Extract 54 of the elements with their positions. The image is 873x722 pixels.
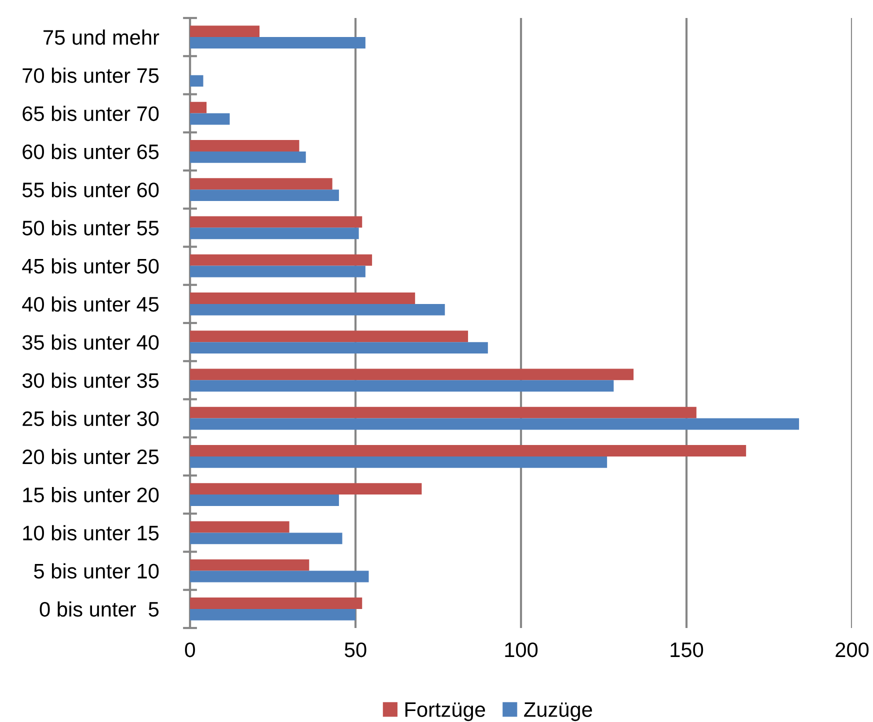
bar [190, 406, 696, 418]
bar [190, 598, 362, 609]
bar [190, 483, 422, 495]
x-tick-label: 150 [670, 642, 704, 658]
bar [190, 608, 356, 620]
y-tick-label: 35 bis unter 40 [22, 334, 159, 350]
y-tick-label: 10 bis unter 15 [23, 525, 159, 540]
y-tick-label: 75 und mehr [44, 30, 160, 45]
bar [190, 254, 372, 266]
bar [190, 445, 746, 456]
bar [190, 37, 366, 48]
bar [190, 532, 342, 544]
y-tick-label: 40 bis unter 45 [22, 296, 159, 312]
bar [190, 494, 339, 506]
bar [190, 178, 332, 190]
y-tick-label: 50 bis unter 55 [22, 220, 159, 236]
y-tick-label: 20 bis unter 25 [22, 448, 159, 464]
bar [190, 292, 416, 304]
bar [190, 151, 306, 163]
y-tick-label: 0 bis unter 5 [40, 601, 159, 617]
bar [190, 102, 207, 114]
y-tick-label: 45 bis unter 50 [22, 258, 159, 274]
x-tick-label: 0 [185, 642, 195, 658]
bar [190, 190, 339, 201]
x-tick-label: 200 [836, 642, 869, 658]
y-tick-label: 65 bis unter 70 [22, 106, 159, 122]
bar [190, 521, 290, 533]
bar [190, 342, 488, 354]
bar [190, 559, 310, 571]
bar [190, 368, 634, 380]
bar [190, 330, 468, 342]
bar [190, 570, 369, 582]
bar [190, 75, 204, 87]
bar [190, 140, 300, 152]
legend-label: Fortzüge [405, 702, 486, 722]
y-tick-label: 5 bis unter 10 [34, 563, 159, 579]
bar [190, 228, 359, 240]
y-tick-label: 60 bis unter 65 [22, 144, 159, 160]
bar [190, 26, 260, 38]
bar [190, 266, 366, 278]
x-tick-label: 100 [505, 642, 538, 658]
bar [190, 456, 608, 468]
legend-label: Zuzüge [524, 702, 592, 722]
bar [190, 380, 614, 392]
bar [190, 418, 800, 430]
bar [190, 304, 445, 316]
y-tick-label: 30 bis unter 35 [22, 372, 159, 388]
y-tick-label: 55 bis unter 60 [22, 182, 159, 198]
y-tick-label: 25 bis unter 30 [22, 410, 159, 426]
x-tick-label: 50 [344, 642, 366, 658]
bar [190, 113, 230, 125]
y-tick-label: 70 bis unter 75 [22, 68, 159, 83]
y-tick-label: 15 bis unter 20 [23, 487, 159, 502]
bar [190, 216, 362, 228]
